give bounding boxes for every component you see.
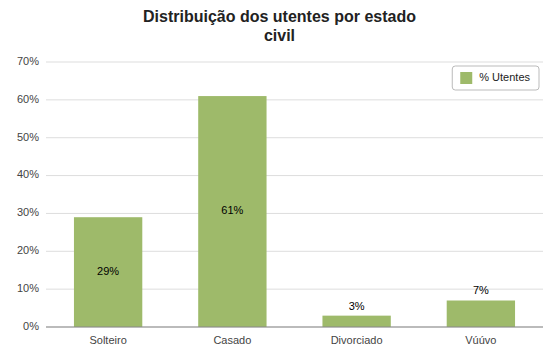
grid-line (46, 327, 543, 328)
x-tick-label: Vúúvo (465, 334, 496, 346)
legend-box (452, 66, 539, 90)
data-label: 7% (473, 284, 489, 296)
y-tick-label: 50% (17, 131, 39, 143)
chart: Distribuição dos utentes por estadocivil… (0, 0, 559, 357)
bar (198, 96, 266, 327)
x-tick-label: Casado (213, 334, 251, 346)
y-tick-label: 0% (23, 320, 39, 332)
bar (447, 301, 515, 328)
grid-line (46, 62, 543, 63)
y-tick-label: 20% (17, 244, 39, 256)
y-tick-label: 10% (17, 282, 39, 294)
data-label: 61% (221, 204, 243, 216)
y-tick-label: 40% (17, 168, 39, 180)
legend-swatch (460, 72, 472, 84)
legend-label: % Utentes (479, 71, 530, 83)
legend: % Utentes (452, 66, 539, 90)
bar (322, 316, 390, 327)
x-axis-line (46, 327, 543, 328)
bar (74, 217, 142, 327)
x-tick-label: Divorciado (331, 334, 383, 346)
chart-container: Distribuição dos utentes por estadocivil… (0, 0, 559, 357)
grid-line (46, 99, 543, 100)
y-tick-label: 30% (17, 206, 39, 218)
y-tick-label: 60% (17, 93, 39, 105)
x-tick-label: Solteiro (89, 334, 126, 346)
grid-line (46, 175, 543, 176)
data-label: 3% (349, 300, 365, 312)
grid-line (46, 213, 543, 214)
grid-line (46, 137, 543, 138)
bars (74, 96, 515, 327)
data-label: 29% (97, 265, 119, 277)
title: Distribuição dos utentes por estadocivil (143, 8, 416, 44)
grid (46, 62, 543, 327)
y-tick-label: 70% (17, 55, 39, 67)
